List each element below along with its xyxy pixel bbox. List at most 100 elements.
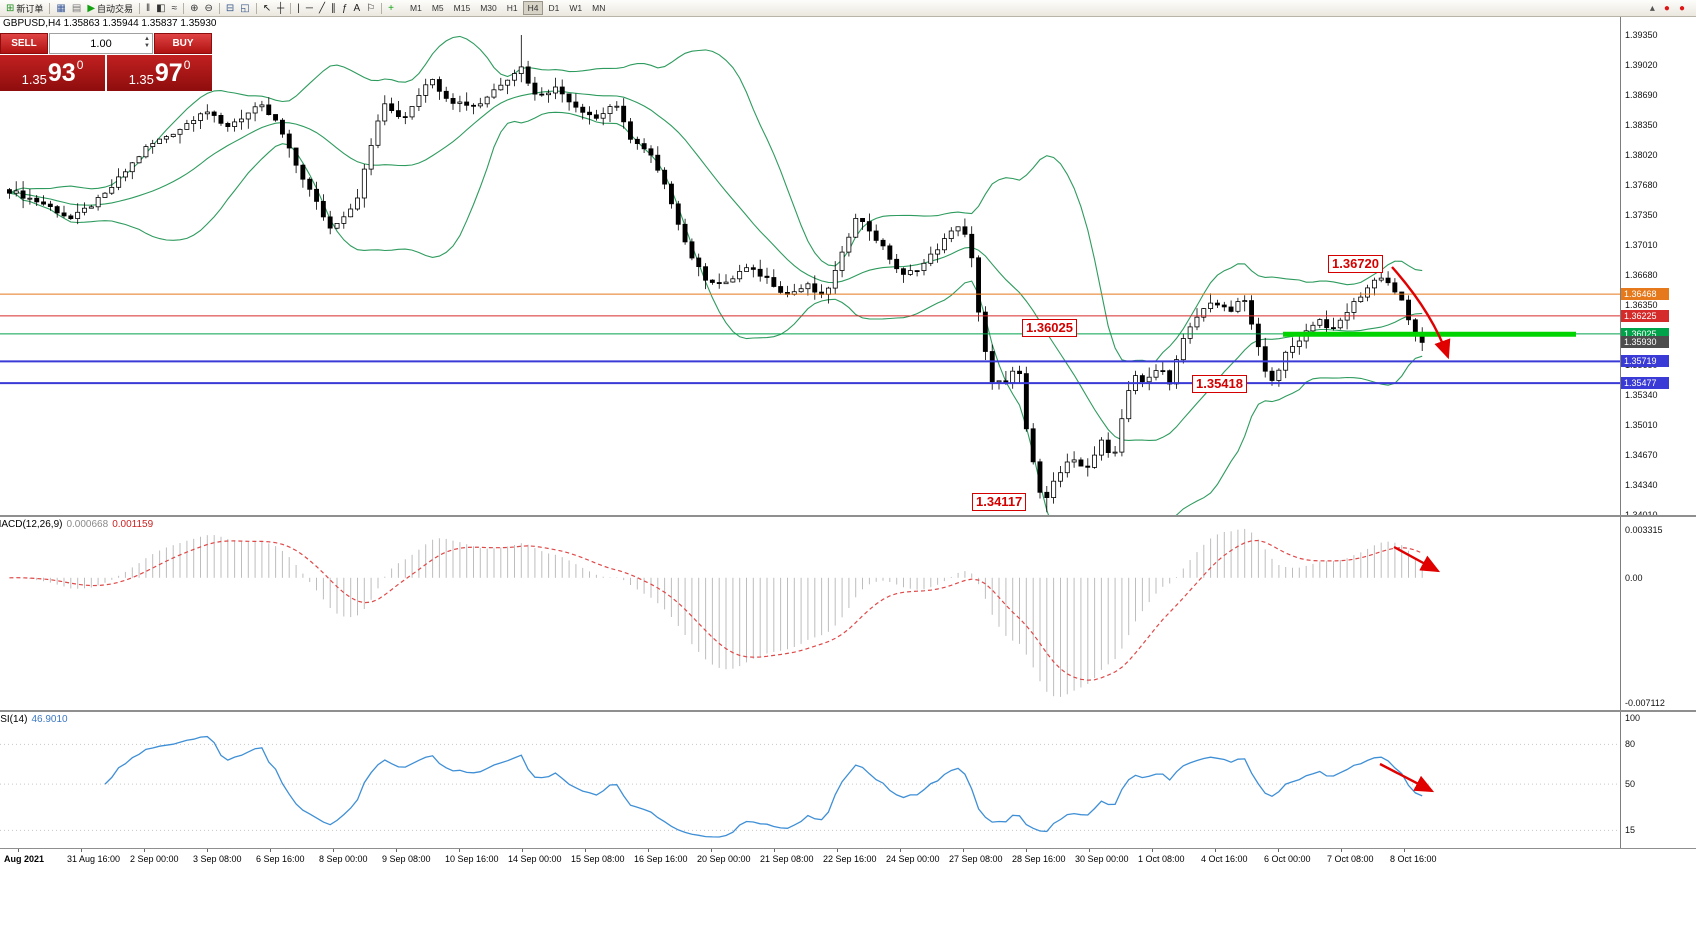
timeframe-m30-button[interactable]: M30 [480, 3, 497, 13]
volume-down-arrow-icon[interactable]: ▼ [144, 43, 150, 49]
profiles-icon: ▤ [71, 2, 82, 14]
rsi-axis-label: 50 [1625, 779, 1636, 790]
alert-badge-1[interactable]: ● [1661, 1, 1673, 16]
candlestick-chart[interactable] [0, 17, 1620, 517]
time-axis-label: 4 Oct 16:00 [1201, 854, 1248, 864]
price-annotation[interactable]: 1.36025 [1022, 319, 1077, 337]
time-axis-label: 8 Sep 00:00 [319, 854, 368, 864]
text-button[interactable]: A [351, 1, 364, 16]
price-annotation[interactable]: 1.34117 [972, 493, 1027, 511]
auto-trading-button[interactable]: ▶ 自动交易 [84, 1, 136, 16]
buy-price-tick: 0 [183, 58, 191, 72]
fibonacci-button[interactable]: ƒ [339, 1, 351, 16]
buy-price-display[interactable]: 1.35 97 0 [107, 55, 212, 91]
cursor-button[interactable]: ↖ [260, 1, 274, 16]
price-tag: 1.35930 [1621, 336, 1669, 349]
fibonacci-icon: ƒ [341, 2, 348, 14]
time-axis-label: 10 Sep 16:00 [445, 854, 499, 864]
timeframe-d1-button[interactable]: D1 [548, 3, 560, 13]
sell-price-display[interactable]: 1.35 93 0 [0, 55, 105, 91]
crosshair-button[interactable]: ┼ [274, 1, 287, 16]
price-tag: 1.36468 [1621, 288, 1669, 301]
time-axis-tick [963, 849, 964, 852]
trendline-button[interactable]: ╱ [316, 1, 328, 16]
horizontal-line-icon: ─ [305, 2, 313, 14]
timeframe-m5-button[interactable]: M5 [431, 3, 444, 13]
timeframe-m1-button[interactable]: M1 [410, 3, 422, 13]
new-chart-button[interactable]: ◱ [237, 1, 252, 16]
chart-annotations: 1.36720 1.36025 1.35418 1.34117 [0, 17, 1696, 515]
price-chart-panel[interactable]: GBPUSD,H4 1.35863 1.35944 1.35837 1.3593… [0, 17, 1696, 517]
toolbar-separator [381, 2, 383, 14]
text-icon: A [353, 2, 361, 14]
price-axis-label: 1.39350 [1625, 30, 1658, 40]
buy-button[interactable]: BUY [154, 33, 212, 54]
volume-stepper[interactable]: 1.00 ▲ ▼ [49, 33, 153, 54]
timeframe-h4-button[interactable]: H4 [522, 1, 544, 15]
alert-badge-2[interactable]: ● [1676, 1, 1688, 16]
price-tag: 1.35719 [1621, 355, 1669, 368]
toolbar-separator [290, 2, 292, 14]
timeframe-m15-button[interactable]: M15 [453, 3, 471, 13]
sell-price-base: 1.35 [21, 72, 47, 87]
horizontal-line-button[interactable]: ─ [303, 1, 316, 16]
time-axis-tick [18, 849, 19, 852]
macd-axis[interactable]: 0.003315 0.00 -0.007112 [1620, 517, 1696, 710]
toolbar-separator [49, 2, 51, 14]
timeframe-h1-button[interactable]: H1 [506, 3, 518, 13]
price-axis-label: 1.34670 [1625, 450, 1658, 460]
timeframe-mn-button[interactable]: MN [592, 3, 606, 13]
macd-signal-value: 0.001159 [112, 519, 154, 530]
channel-icon: ∥ [330, 2, 336, 14]
price-annotation[interactable]: 1.36720 [1328, 255, 1383, 273]
candlestick-chart-button[interactable]: ◧ [153, 1, 168, 16]
bar-chart-icon: ‖ [146, 2, 151, 14]
zoom-in-button[interactable]: ⊕ [187, 1, 201, 16]
trendline-icon: ╱ [318, 2, 325, 14]
channel-button[interactable]: ∥ [328, 1, 339, 16]
new-order-button[interactable]: ⊞ 新订单 [3, 1, 46, 16]
macd-name: MACD(12,26,9) [0, 519, 63, 530]
volume-value: 1.00 [90, 37, 112, 50]
rsi-axis-label: 15 [1625, 825, 1636, 836]
toolbar-separator [139, 2, 141, 14]
sell-price-tick: 0 [76, 58, 84, 72]
price-annotation[interactable]: 1.35418 [1192, 375, 1247, 393]
time-axis-label: 28 Sep 16:00 [1012, 854, 1066, 864]
time-axis[interactable]: Aug 2021 31 Aug 16:00 2 Sep 00:00 3 Sep 08:… [0, 849, 1696, 867]
volume-up-arrow-icon[interactable]: ▲ [144, 36, 150, 42]
macd-indicator-chart[interactable] [0, 517, 1620, 712]
chart-window-button[interactable]: ▦ [53, 1, 68, 16]
zoom-out-button[interactable]: ⊖ [202, 1, 216, 16]
time-axis-tick [900, 849, 901, 852]
line-chart-button[interactable]: ≈ [169, 1, 181, 16]
tile-windows-button[interactable]: ⊟ [223, 1, 237, 16]
toolbar-expand-icon: ▴ [1649, 2, 1655, 14]
time-axis-label: 9 Sep 08:00 [382, 854, 431, 864]
bar-chart-button[interactable]: ‖ [143, 1, 153, 16]
price-tag: 1.35477 [1621, 377, 1669, 390]
cursor-icon: ↖ [262, 2, 272, 14]
price-axis-label: 1.37680 [1625, 180, 1658, 190]
vertical-line-button[interactable]: | [294, 1, 303, 16]
profiles-button[interactable]: ▤ [69, 1, 84, 16]
auto-trading-button-label: 自动交易 [97, 3, 134, 14]
time-axis-tick [396, 849, 397, 852]
volume-spinner[interactable]: ▲ ▼ [144, 36, 150, 50]
sell-button[interactable]: SELL [0, 33, 48, 54]
one-click-trading-panel: SELL 1.00 ▲ ▼ BUY 1.35 93 0 1.35 97 0 [0, 33, 212, 91]
price-axis[interactable]: 1.39350 1.39020 1.38690 1.38350 1.38020 1.376… [1620, 17, 1696, 515]
indicators-button[interactable]: + [385, 1, 397, 16]
time-axis-label: 14 Sep 00:00 [508, 854, 562, 864]
auto-trading-icon: ▶ [87, 2, 96, 14]
time-axis-tick [1152, 849, 1153, 852]
time-axis-tick [522, 849, 523, 852]
rsi-axis[interactable]: 100 80 50 15 [1620, 712, 1696, 848]
rsi-axis-label: 100 [1625, 713, 1641, 723]
rsi-indicator-chart[interactable] [0, 712, 1620, 849]
toolbar-expand-button[interactable]: ▴ [1647, 1, 1658, 16]
arrow-label-button[interactable]: ⚐ [363, 1, 378, 16]
rsi-indicator-panel[interactable]: RSI(14)46.9010 100 80 50 15 [0, 712, 1696, 849]
timeframe-w1-button[interactable]: W1 [569, 3, 583, 13]
